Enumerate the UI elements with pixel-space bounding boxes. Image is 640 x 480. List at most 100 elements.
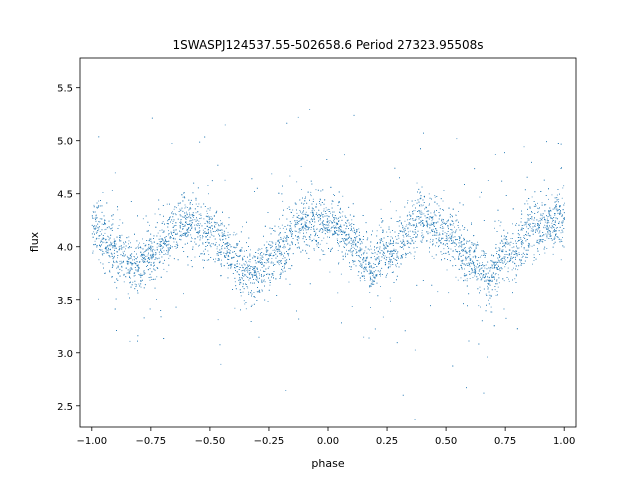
- data-point: [331, 247, 333, 249]
- data-point: [547, 233, 549, 235]
- data-point: [163, 268, 165, 270]
- data-point: [176, 241, 178, 243]
- data-point: [316, 243, 317, 245]
- data-point: [266, 273, 268, 275]
- data-point: [278, 264, 280, 266]
- data-point: [130, 246, 132, 248]
- data-point: [541, 202, 543, 204]
- data-point: [365, 266, 367, 268]
- data-point: [500, 259, 502, 261]
- data-point: [323, 208, 325, 210]
- data-point: [422, 223, 424, 225]
- data-point: [471, 260, 473, 262]
- data-point: [494, 227, 495, 229]
- data-point: [221, 229, 223, 231]
- data-point: [332, 211, 333, 213]
- data-point: [531, 228, 533, 230]
- data-point: [533, 260, 535, 261]
- data-point: [194, 219, 196, 221]
- data-point: [511, 269, 513, 271]
- data-point: [325, 211, 326, 212]
- data-point: [169, 236, 171, 238]
- data-point: [410, 253, 412, 255]
- data-point: [348, 235, 350, 237]
- data-point: [336, 218, 338, 220]
- data-point: [493, 272, 494, 274]
- data-point: [244, 303, 246, 305]
- data-point: [159, 253, 161, 255]
- data-point: [439, 215, 440, 217]
- data-point: [559, 205, 560, 207]
- data-point: [454, 246, 456, 247]
- data-point: [505, 238, 506, 240]
- data-point: [221, 235, 223, 237]
- data-point: [272, 249, 274, 251]
- data-point: [359, 240, 361, 242]
- data-point: [105, 247, 107, 249]
- data-point: [515, 275, 517, 277]
- data-point: [301, 189, 302, 190]
- data-point: [221, 224, 223, 226]
- data-point: [312, 208, 314, 210]
- data-point: [408, 223, 410, 225]
- data-point: [452, 250, 454, 251]
- data-point: [479, 262, 481, 264]
- data-point: [297, 240, 299, 241]
- data-point: [100, 262, 102, 264]
- data-point: [388, 242, 390, 244]
- data-point: [442, 200, 444, 202]
- data-point: [503, 280, 505, 282]
- data-point: [428, 204, 430, 206]
- data-point: [299, 210, 301, 211]
- data-point: [152, 249, 153, 251]
- data-point: [485, 276, 486, 278]
- data-point: [151, 271, 153, 273]
- data-point: [270, 252, 272, 254]
- data-point: [449, 213, 451, 215]
- data-point: [541, 219, 543, 221]
- data-point: [216, 229, 217, 231]
- data-point: [131, 264, 133, 266]
- data-point: [371, 278, 373, 280]
- data-point: [271, 258, 273, 259]
- data-point: [276, 249, 278, 250]
- data-point: [198, 245, 199, 247]
- data-point: [387, 273, 388, 275]
- data-point: [477, 244, 479, 246]
- data-point: [144, 258, 146, 260]
- data-point: [142, 257, 143, 258]
- data-point: [320, 228, 322, 229]
- data-point: [208, 193, 209, 195]
- data-point: [496, 261, 498, 263]
- data-point: [535, 205, 537, 207]
- data-point: [145, 244, 147, 246]
- data-point: [380, 273, 381, 275]
- data-point: [183, 196, 185, 198]
- data-point: [532, 263, 533, 265]
- data-point: [209, 207, 211, 209]
- data-point: [553, 236, 555, 238]
- data-point: [443, 190, 445, 191]
- data-point: [544, 224, 546, 226]
- data-point: [298, 228, 300, 230]
- data-point: [143, 257, 145, 258]
- data-point: [228, 259, 230, 260]
- data-point: [182, 228, 184, 229]
- data-point: [497, 257, 499, 259]
- data-point: [504, 243, 506, 245]
- data-point: [498, 254, 500, 256]
- data-point: [458, 227, 460, 229]
- data-point: [177, 259, 179, 261]
- data-point: [130, 256, 132, 257]
- data-point: [222, 238, 224, 240]
- data-point: [529, 224, 531, 225]
- data-point: [412, 212, 414, 214]
- data-point: [466, 278, 468, 280]
- data-point: [225, 235, 227, 237]
- data-point: [125, 245, 127, 247]
- data-point: [413, 204, 415, 206]
- data-point: [242, 274, 243, 276]
- data-point: [397, 256, 399, 258]
- data-point: [484, 257, 486, 258]
- data-point: [260, 269, 261, 271]
